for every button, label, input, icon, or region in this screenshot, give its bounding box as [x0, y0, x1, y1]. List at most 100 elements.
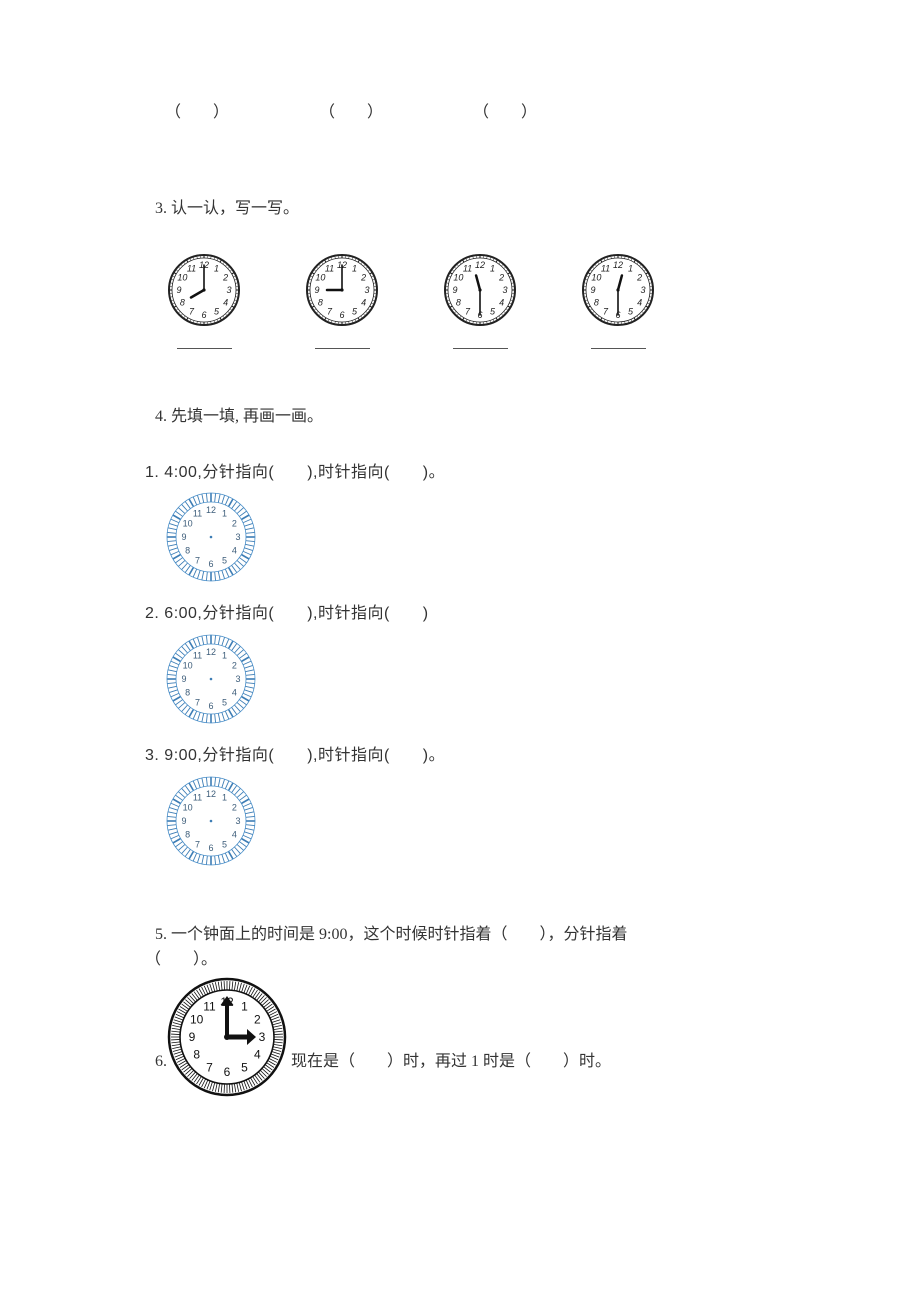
svg-text:4: 4 [232, 687, 237, 697]
blank-1: （ ） [165, 100, 229, 126]
q3-clock-4: 123456789101112 [579, 251, 657, 349]
svg-text:12: 12 [206, 647, 216, 657]
svg-text:1: 1 [222, 509, 227, 519]
svg-text:2: 2 [254, 1012, 261, 1026]
q3-clocks-row: 1234567891011121234567891011121234567891… [165, 251, 765, 349]
svg-text:6: 6 [208, 843, 213, 853]
svg-text:1: 1 [222, 651, 227, 661]
svg-text:9: 9 [176, 285, 181, 295]
q6-text: 现在是（ ）时，再过 1 时是（ ）时。 [291, 1049, 611, 1097]
q4-sub-3-label: 3. 9:00,分针指向( ),时针指向( )。 [145, 743, 765, 769]
svg-text:8: 8 [185, 687, 190, 697]
q6-prefix: 6. [155, 1049, 167, 1097]
svg-text:5: 5 [222, 697, 227, 707]
svg-text:10: 10 [177, 273, 187, 283]
svg-text:5: 5 [241, 1060, 248, 1074]
svg-text:2: 2 [232, 660, 237, 670]
svg-text:3: 3 [259, 1030, 266, 1044]
svg-text:3: 3 [364, 285, 369, 295]
svg-text:7: 7 [206, 1060, 213, 1074]
svg-text:2: 2 [222, 273, 228, 283]
svg-text:6: 6 [224, 1065, 231, 1079]
svg-text:9: 9 [181, 816, 186, 826]
q5-line1: 5. 一个钟面上的时间是 9:00，这个时候时针指着（ ），分针指着 [155, 922, 765, 948]
svg-text:8: 8 [193, 1047, 200, 1061]
svg-text:11: 11 [193, 792, 202, 802]
svg-text:5: 5 [222, 839, 227, 849]
blank-3: （ ） [473, 100, 537, 126]
svg-text:1: 1 [241, 999, 248, 1013]
q3-title: 3. 认一认，写一写。 [155, 196, 765, 222]
q4-sub-1-clock: 123456789101112 [165, 491, 765, 583]
svg-text:4: 4 [232, 829, 237, 839]
svg-text:9: 9 [590, 285, 595, 295]
svg-text:6: 6 [208, 701, 213, 711]
svg-text:6: 6 [201, 310, 206, 320]
svg-text:1: 1 [352, 264, 357, 274]
top-blanks-row: （ ） （ ） （ ） [165, 100, 765, 126]
svg-text:2: 2 [498, 273, 504, 283]
svg-text:10: 10 [183, 802, 193, 812]
svg-text:11: 11 [193, 651, 202, 661]
svg-text:12: 12 [206, 789, 216, 799]
q4-sub-1-label: 1. 4:00,分针指向( ),时针指向( )。 [145, 460, 765, 486]
svg-text:9: 9 [189, 1030, 196, 1044]
svg-text:2: 2 [232, 802, 237, 812]
svg-text:3: 3 [226, 285, 231, 295]
svg-text:3: 3 [640, 285, 645, 295]
svg-text:11: 11 [463, 264, 472, 274]
q4-sub-3-clock: 123456789101112 [165, 775, 765, 867]
svg-text:8: 8 [594, 298, 599, 308]
svg-text:4: 4 [637, 298, 642, 308]
svg-text:6: 6 [208, 559, 213, 569]
svg-text:2: 2 [360, 273, 366, 283]
svg-text:4: 4 [361, 298, 366, 308]
svg-text:10: 10 [453, 273, 463, 283]
svg-text:5: 5 [222, 556, 227, 566]
svg-text:9: 9 [452, 285, 457, 295]
blank-2: （ ） [319, 100, 383, 126]
answer-line [591, 347, 646, 349]
answer-line [315, 347, 370, 349]
svg-text:10: 10 [183, 660, 193, 670]
svg-text:12: 12 [475, 260, 485, 270]
q4-sub-2-label: 2. 6:00,分针指向( ),时针指向( ) [145, 601, 765, 627]
q3-clock-3: 123456789101112 [441, 251, 519, 349]
svg-text:7: 7 [195, 839, 200, 849]
svg-text:7: 7 [195, 556, 200, 566]
answer-line [177, 347, 232, 349]
svg-text:4: 4 [254, 1047, 261, 1061]
svg-text:9: 9 [181, 674, 186, 684]
q3-clock-1: 123456789101112 [165, 251, 243, 349]
svg-text:3: 3 [235, 816, 240, 826]
svg-text:8: 8 [185, 829, 190, 839]
answer-line [453, 347, 508, 349]
q5-line2: （ ）。 [145, 947, 765, 973]
svg-text:11: 11 [187, 264, 196, 274]
svg-text:3: 3 [235, 674, 240, 684]
q5-block: 5. 一个钟面上的时间是 9:00，这个时候时针指着（ ），分针指着 （ ）。 [155, 922, 765, 973]
svg-text:8: 8 [318, 298, 323, 308]
svg-text:2: 2 [232, 519, 237, 529]
svg-text:4: 4 [232, 546, 237, 556]
svg-text:4: 4 [223, 298, 228, 308]
q4-sub-2-clock: 123456789101112 [165, 633, 765, 725]
svg-text:11: 11 [203, 999, 216, 1013]
svg-text:6: 6 [339, 310, 344, 320]
svg-text:10: 10 [315, 273, 325, 283]
svg-text:2: 2 [636, 273, 642, 283]
svg-text:4: 4 [499, 298, 504, 308]
svg-text:8: 8 [185, 546, 190, 556]
svg-text:11: 11 [193, 509, 202, 519]
svg-text:1: 1 [222, 792, 227, 802]
svg-text:10: 10 [591, 273, 601, 283]
svg-text:12: 12 [613, 260, 623, 270]
q6-row: 6. 123456789101112 现在是（ ）时，再过 1 时是（ ）时。 [155, 977, 765, 1097]
svg-text:1: 1 [628, 264, 633, 274]
svg-text:3: 3 [235, 532, 240, 542]
svg-text:8: 8 [180, 298, 185, 308]
svg-text:11: 11 [601, 264, 610, 274]
svg-text:3: 3 [502, 285, 507, 295]
svg-text:7: 7 [195, 697, 200, 707]
svg-text:8: 8 [456, 298, 461, 308]
